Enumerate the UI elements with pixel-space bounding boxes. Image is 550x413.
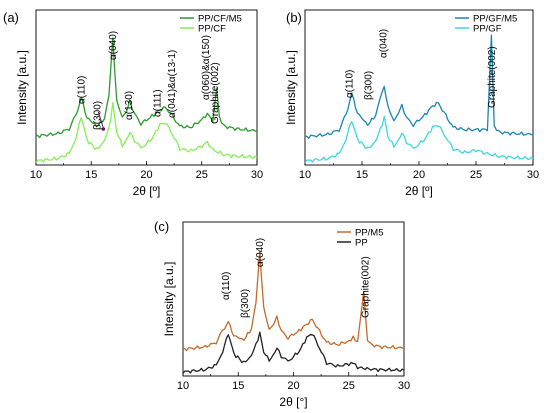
- panel-c-series-1-line: [182, 250, 405, 352]
- panel-a-annotation-4: α(130): [124, 91, 135, 120]
- panel-a-series-2-line: [35, 101, 258, 163]
- panel-a-xlabel: 2θ [º]: [133, 184, 161, 198]
- panel-c-legend-label-2: PP: [355, 238, 368, 249]
- panel-b-annotation-4: Graphite(002): [487, 46, 498, 108]
- panel-b-legend-label-2: PP/GF: [473, 24, 502, 35]
- panel-a-xtick-label-0: 10: [30, 169, 42, 181]
- panel-a-annotation-2: β(300): [92, 101, 103, 130]
- panel-a-legend-label-2: PP/CF: [198, 24, 226, 35]
- panel-c-xlabel: 2θ [°]: [279, 395, 307, 409]
- panel-c-xtick-label-2: 20: [287, 380, 299, 392]
- panel-b-legend-label-1: PP/GF/M5: [473, 14, 517, 25]
- panel-c-annotation-3: α(040): [255, 238, 266, 267]
- panel-c-annotation-4: Graphite(002): [360, 256, 371, 318]
- panel-c-series-2-line: [182, 331, 405, 374]
- panel-a-xtick-label-4: 30: [251, 169, 263, 181]
- panel-a-xtick-label-3: 25: [196, 169, 208, 181]
- panel-c-label: (c): [154, 219, 169, 234]
- panel-b-series-1-line: [304, 34, 534, 139]
- panel-b-xtick-label-3: 25: [470, 169, 482, 181]
- panel-c-annotation-1: α(110): [221, 272, 232, 300]
- panel-a-annotation-3: α(040): [108, 31, 119, 60]
- panel-a-annotation-5: α(111): [153, 89, 164, 117]
- panel-b-xlabel: 2θ [º]: [405, 184, 433, 198]
- panel-a-series-1-line: [35, 37, 257, 139]
- panel-a-beta-arrow-head: [101, 127, 106, 131]
- panel-a-legend-label-1: PP/CF/M5: [198, 14, 242, 25]
- panel-c-xtick-label-4: 30: [398, 380, 410, 392]
- panel-c-legend-label-1: PP/M5: [355, 228, 384, 239]
- panel-b-xtick-label-4: 30: [527, 169, 539, 181]
- panel-c-xtick-label-1: 15: [232, 380, 244, 392]
- panel-c-annotation-2: β(300): [240, 289, 251, 318]
- panel-a-annotation-1: α(110): [76, 76, 87, 104]
- panel-b-annotation-1: α(110): [345, 70, 356, 98]
- panel-a-ylabel: Intensity [a.u.]: [15, 50, 29, 125]
- panel-a-annotation-8: Graphite(002): [210, 62, 221, 124]
- panel-a-label: (a): [3, 10, 19, 25]
- panel-c-ylabel: Intensity [a.u.]: [162, 262, 176, 337]
- panel-b-annotation-3: α(040): [379, 29, 390, 58]
- panel-a-xtick-label-1: 15: [85, 169, 97, 181]
- panel-a-annotation-7: α(060)&α(150): [201, 35, 212, 100]
- panel-a-annotation-6: α(041)&α(13-1): [167, 50, 178, 118]
- panel-c-xtick-label-3: 25: [343, 380, 355, 392]
- panel-b-xtick-label-2: 20: [413, 169, 425, 181]
- panel-b-annotation-2: β(300): [363, 71, 374, 100]
- panel-b-xtick-label-0: 10: [299, 169, 311, 181]
- panel-a-beta-arrow: [97, 111, 104, 129]
- panel-b-label: (b): [286, 10, 302, 25]
- panel-b-series-2-line: [304, 115, 534, 163]
- panel-a-xtick-label-2: 20: [140, 169, 152, 181]
- panel-b-xtick-label-1: 15: [356, 169, 368, 181]
- panel-b-ylabel: Intensity [a.u.]: [284, 50, 298, 125]
- panel-c-xtick-label-0: 10: [177, 380, 189, 392]
